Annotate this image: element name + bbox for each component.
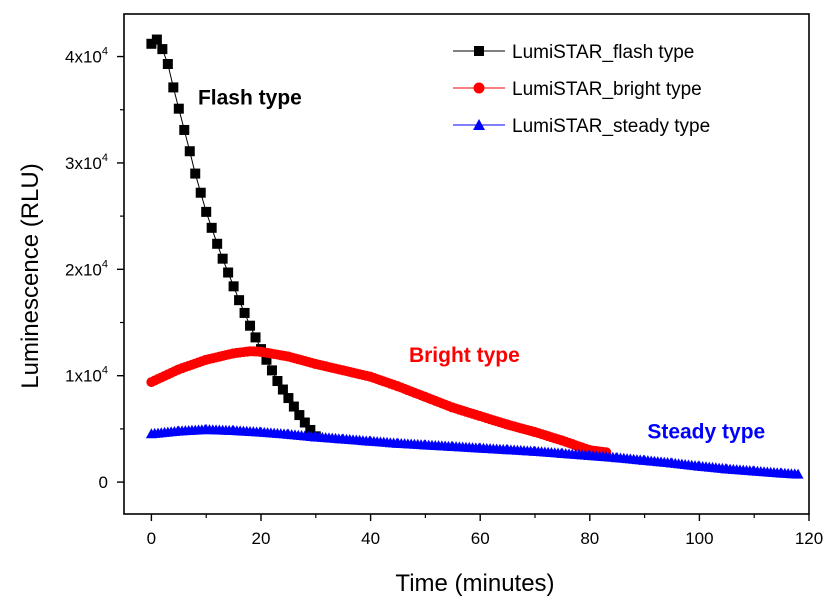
data-point-flash	[173, 103, 184, 114]
data-point-flash	[272, 376, 283, 387]
data-point-flash	[239, 307, 250, 318]
y-axis-title: Luminescence (RLU)	[17, 163, 44, 388]
y-tick-label: 0	[99, 473, 108, 492]
legend: LumiSTAR_flash type LumiSTAR_bright type…	[453, 42, 710, 137]
y-tick-label: 4x104	[65, 46, 108, 67]
legend-marker-bright	[473, 82, 485, 94]
series-flash	[146, 34, 321, 442]
data-point-flash	[250, 332, 261, 343]
data-point-flash	[157, 44, 168, 55]
x-tick-label: 20	[252, 529, 271, 548]
data-point-flash	[195, 187, 206, 198]
x-tick-label: 100	[685, 529, 713, 548]
x-tick-label: 0	[147, 529, 156, 548]
data-point-flash	[212, 238, 223, 249]
data-point-flash	[217, 253, 228, 264]
legend-label-steady: LumiSTAR_steady type	[512, 116, 710, 137]
legend-marker-flash	[474, 46, 484, 56]
data-point-flash	[261, 354, 272, 365]
data-point-flash	[179, 124, 190, 135]
plot-frame	[123, 13, 810, 515]
legend-entry-steady: LumiSTAR_steady type	[453, 116, 710, 137]
data-point-flash	[184, 146, 195, 157]
data-point-flash	[162, 59, 173, 69]
data-point-flash	[206, 222, 217, 233]
data-point-flash	[190, 168, 201, 179]
series-layer	[145, 34, 804, 479]
data-point-flash	[266, 365, 277, 376]
legend-entry-flash: LumiSTAR_flash type	[453, 42, 694, 63]
data-point-steady	[792, 468, 804, 479]
data-point-flash	[283, 393, 294, 404]
annotation-label: Steady type	[647, 420, 765, 443]
x-axis-ticks: 0 20 40 60 80 100 120	[147, 514, 823, 548]
x-tick-label: 120	[795, 529, 823, 548]
legend-label-bright: LumiSTAR_bright type	[512, 79, 702, 100]
annotation-label: Flash type	[198, 86, 302, 109]
data-point-flash	[201, 206, 212, 217]
x-axis-title: Time (minutes)	[395, 570, 554, 596]
data-point-flash	[288, 401, 299, 412]
data-point-flash	[151, 34, 162, 45]
series-bright	[146, 346, 612, 458]
data-point-flash	[223, 267, 234, 278]
data-point-flash	[146, 38, 157, 49]
data-point-flash	[168, 82, 179, 93]
data-point-flash	[234, 295, 245, 306]
data-point-flash	[294, 410, 305, 421]
legend-entry-bright: LumiSTAR_bright type	[453, 79, 702, 100]
y-tick-label: 2x104	[65, 258, 108, 279]
y-tick-label: 1x104	[65, 365, 108, 386]
annotation-label: Bright type	[409, 344, 520, 367]
x-tick-label: 80	[580, 529, 599, 548]
data-point-flash	[245, 320, 256, 331]
y-axis-ticks: 0 1x104 2x104 3x104 4x104	[65, 46, 124, 492]
y-tick-label: 3x104	[65, 152, 108, 173]
series-steady	[145, 423, 804, 479]
annotation-layer: Flash type Bright type Steady type	[198, 86, 765, 443]
legend-marker-steady	[473, 119, 485, 130]
data-point-flash	[305, 424, 316, 435]
data-point-flash	[228, 281, 239, 292]
x-tick-label: 60	[471, 529, 490, 548]
legend-label-flash: LumiSTAR_flash type	[512, 42, 694, 63]
data-point-flash	[277, 384, 288, 395]
data-point-flash	[299, 417, 310, 428]
x-tick-label: 40	[361, 529, 380, 548]
